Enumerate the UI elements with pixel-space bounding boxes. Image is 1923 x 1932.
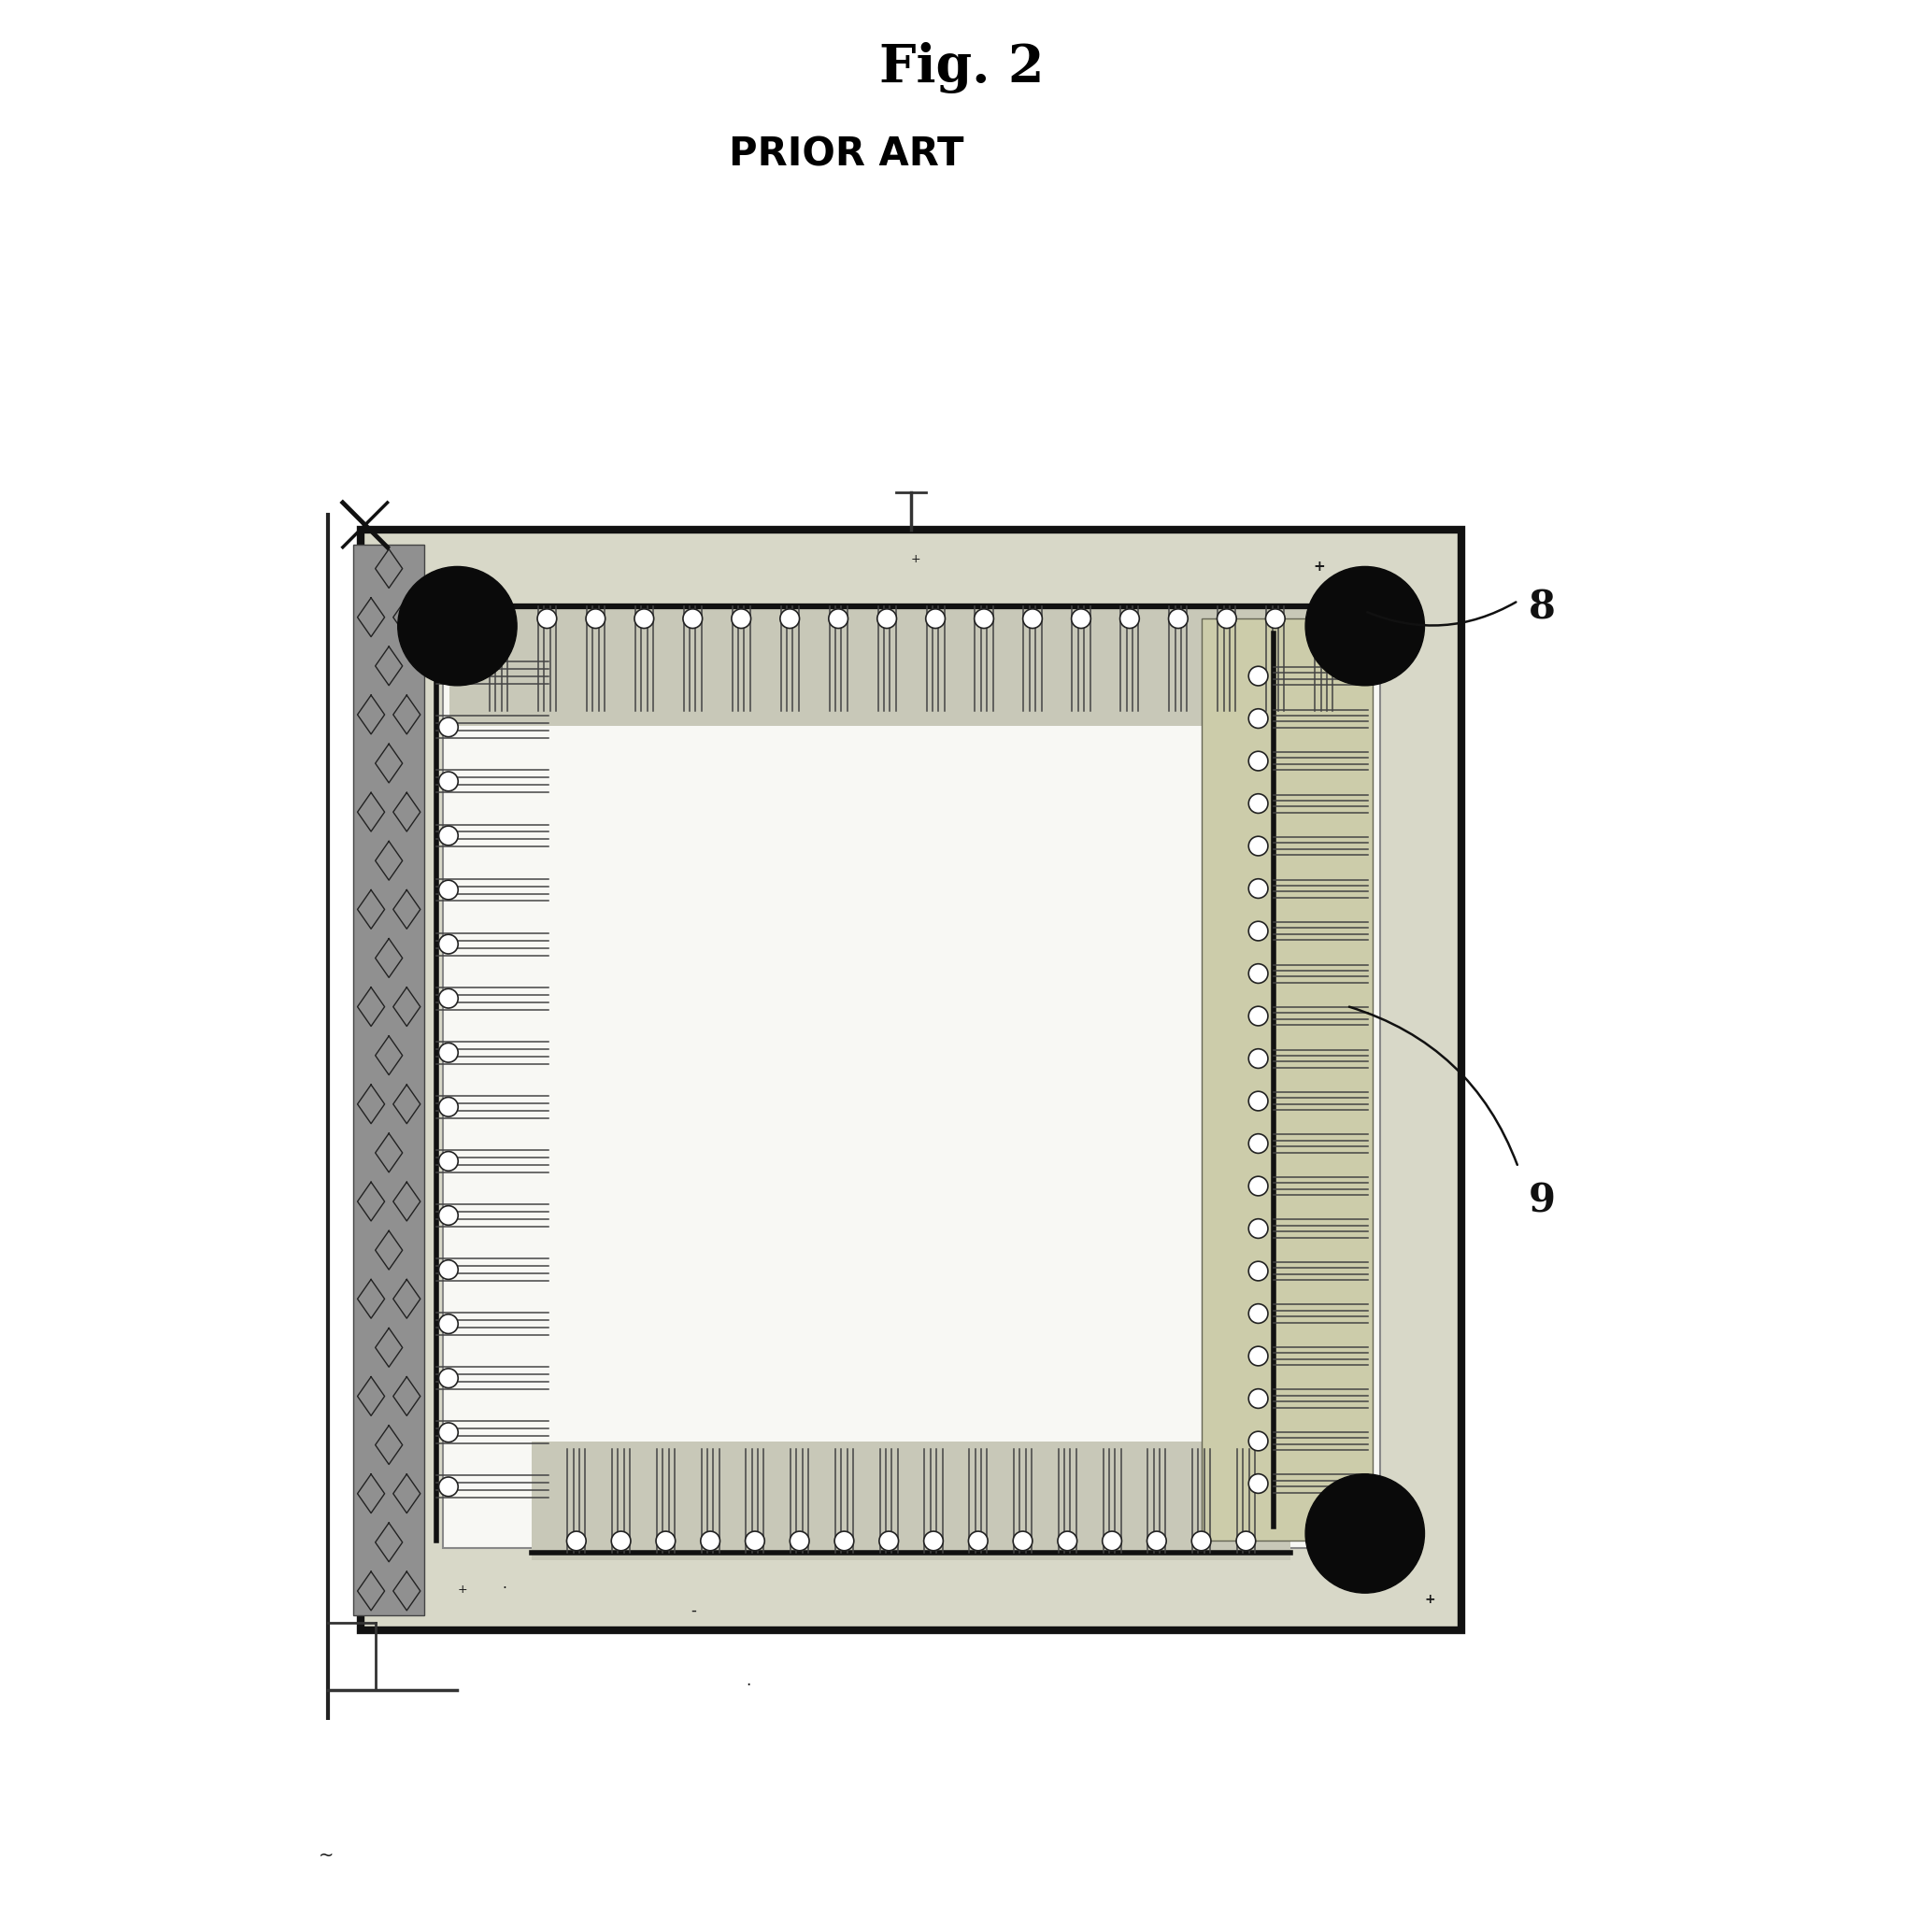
Circle shape [1306,1474,1425,1594]
Circle shape [1313,609,1333,628]
Circle shape [1102,1532,1121,1551]
Text: +: + [1313,560,1325,574]
Circle shape [488,609,508,628]
Circle shape [1058,1532,1077,1551]
Circle shape [438,663,458,682]
Bar [1202,618,1373,1542]
Text: Fig. 2: Fig. 2 [879,43,1044,93]
Circle shape [1248,752,1267,771]
Circle shape [1013,1532,1033,1551]
Circle shape [438,881,458,900]
Text: 9: 9 [1529,1180,1556,1221]
Circle shape [438,1260,458,1279]
Circle shape [781,609,800,628]
Circle shape [1248,1304,1267,1323]
Circle shape [1119,609,1138,628]
Circle shape [1071,609,1090,628]
Circle shape [1248,922,1267,941]
Circle shape [1248,667,1267,686]
Circle shape [1248,1177,1267,1196]
Circle shape [398,566,517,686]
Circle shape [746,1532,765,1551]
Bar [362,529,1461,1631]
Circle shape [656,1532,675,1551]
Circle shape [969,1532,988,1551]
Circle shape [1248,709,1267,728]
Circle shape [923,1532,942,1551]
Circle shape [1248,879,1267,898]
Circle shape [1236,1532,1256,1551]
Circle shape [438,1314,458,1333]
Circle shape [537,609,556,628]
Circle shape [438,1206,458,1225]
Circle shape [1306,566,1425,686]
Circle shape [1248,1092,1267,1111]
Circle shape [1248,1474,1267,1493]
Circle shape [835,1532,854,1551]
Circle shape [975,609,994,628]
Circle shape [438,1422,458,1441]
Circle shape [1248,964,1267,983]
Circle shape [438,1097,458,1117]
Circle shape [1248,1049,1267,1068]
Circle shape [1248,794,1267,813]
Bar [354,545,425,1615]
Text: 8: 8 [1529,587,1556,628]
Circle shape [1248,1134,1267,1153]
Circle shape [731,609,750,628]
Circle shape [438,1151,458,1171]
Circle shape [925,609,944,628]
Circle shape [438,717,458,736]
Circle shape [567,1532,587,1551]
Circle shape [438,1478,458,1497]
Circle shape [877,609,896,628]
Circle shape [1248,1007,1267,1026]
Text: -: - [690,1602,696,1619]
Circle shape [829,609,848,628]
Circle shape [438,935,458,954]
Circle shape [1248,1347,1267,1366]
Circle shape [635,609,654,628]
Circle shape [1146,1532,1167,1551]
Circle shape [438,771,458,790]
Bar [442,611,1381,1548]
Circle shape [1248,1389,1267,1408]
Circle shape [1265,609,1285,628]
Circle shape [438,989,458,1009]
Circle shape [1248,1432,1267,1451]
Circle shape [1217,609,1236,628]
Circle shape [612,1532,631,1551]
Circle shape [1023,609,1042,628]
Bar [450,607,1373,726]
Circle shape [438,827,458,846]
Text: PRIOR ART: PRIOR ART [729,135,963,174]
Circle shape [700,1532,719,1551]
Circle shape [879,1532,898,1551]
Circle shape [1169,609,1188,628]
Text: ·: · [502,1582,506,1596]
Circle shape [683,609,702,628]
Circle shape [1192,1532,1211,1551]
Circle shape [790,1532,810,1551]
Text: ~: ~ [319,1847,335,1864]
Circle shape [438,1368,458,1387]
Circle shape [1248,1219,1267,1238]
Text: ·: · [746,1677,750,1694]
Circle shape [438,1043,458,1063]
Text: +: + [1425,1594,1435,1605]
Circle shape [587,609,606,628]
Bar [533,1441,1290,1561]
Circle shape [1248,1262,1267,1281]
Text: +: + [912,553,921,564]
Circle shape [1248,837,1267,856]
Text: +: + [458,1584,467,1596]
